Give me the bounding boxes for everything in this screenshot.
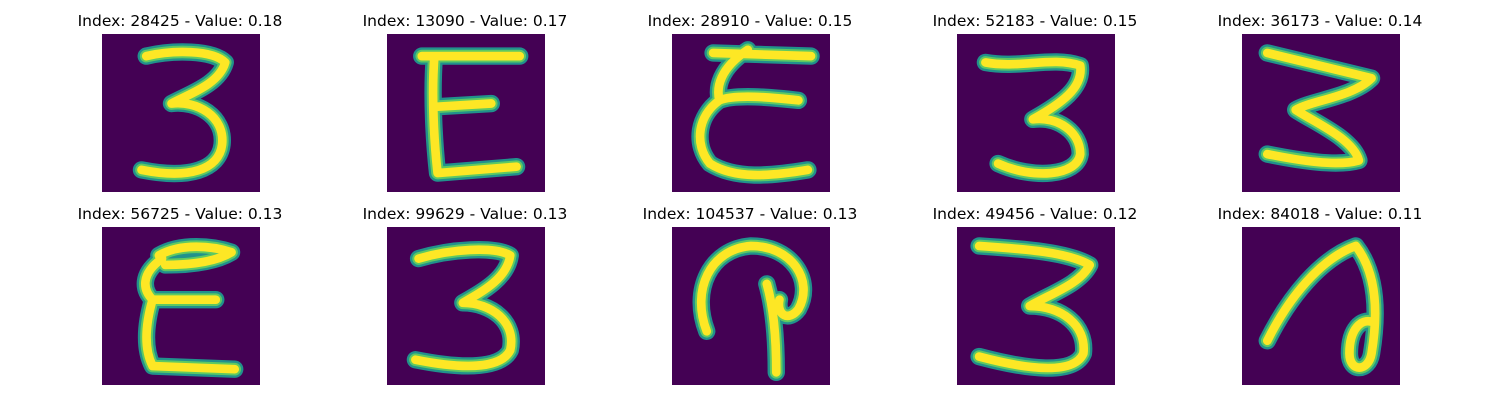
panel: Index: 52183 - Value: 0.15	[885, 10, 1185, 200]
digit-three-wide-glyph	[957, 227, 1115, 385]
panel: Index: 49456 - Value: 0.12	[885, 203, 1185, 393]
glyph-stroke	[695, 45, 816, 180]
panel-title: Index: 28425 - Value: 0.18	[77, 12, 283, 30]
glyph-stroke	[981, 57, 1085, 178]
glyph-stroke	[696, 241, 808, 377]
panel-title: Index: 104537 - Value: 0.13	[642, 205, 858, 223]
panel: Index: 84018 - Value: 0.11	[1170, 203, 1470, 393]
panel-title: Index: 49456 - Value: 0.12	[932, 205, 1138, 223]
panel: Index: 28425 - Value: 0.18	[30, 10, 330, 200]
digit-image	[672, 227, 830, 385]
digit-three-glyph	[102, 34, 260, 192]
glyph-stroke	[141, 242, 240, 374]
digit-image	[102, 227, 260, 385]
digit-image	[1242, 227, 1400, 385]
panel: Index: 56725 - Value: 0.13	[30, 203, 330, 393]
panel-title: Index: 56725 - Value: 0.13	[77, 205, 283, 223]
panel: Index: 36173 - Value: 0.14	[1170, 10, 1470, 200]
digit-image	[387, 227, 545, 385]
panel: Index: 13090 - Value: 0.17	[315, 10, 615, 200]
panel-title: Index: 13090 - Value: 0.17	[362, 12, 568, 30]
panel: Index: 104537 - Value: 0.13	[600, 203, 900, 393]
panel: Index: 99629 - Value: 0.13	[315, 203, 615, 393]
panel-title: Index: 28910 - Value: 0.15	[647, 12, 853, 30]
digit-image	[387, 34, 545, 192]
digit-image	[1242, 34, 1400, 192]
digit-image	[672, 34, 830, 192]
digit-image	[102, 34, 260, 192]
panel-title: Index: 84018 - Value: 0.11	[1217, 205, 1423, 223]
digit-three-glyph	[387, 227, 545, 385]
panel-title: Index: 99629 - Value: 0.13	[362, 205, 568, 223]
loop-shape-glyph	[1242, 227, 1400, 385]
digit-three-zigzag-glyph	[1242, 34, 1400, 192]
glyph-stroke	[417, 51, 525, 178]
panel: Index: 28910 - Value: 0.15	[600, 10, 900, 200]
digit-image	[957, 227, 1115, 385]
letter-e-thick-glyph	[102, 227, 260, 385]
panel-title: Index: 52183 - Value: 0.15	[932, 12, 1138, 30]
glyph-stroke	[411, 245, 516, 371]
panel-title: Index: 36173 - Value: 0.14	[1217, 12, 1423, 30]
letter-e-curly-glyph	[672, 34, 830, 192]
glyph-stroke	[974, 241, 1095, 373]
glyph-stroke	[1262, 48, 1376, 168]
digit-image	[957, 34, 1115, 192]
letter-e-glyph	[387, 34, 545, 192]
glyph-stroke	[137, 47, 230, 178]
glyph-stroke	[1262, 241, 1380, 372]
hook-shape-glyph	[672, 227, 830, 385]
digit-three-glyph	[957, 34, 1115, 192]
